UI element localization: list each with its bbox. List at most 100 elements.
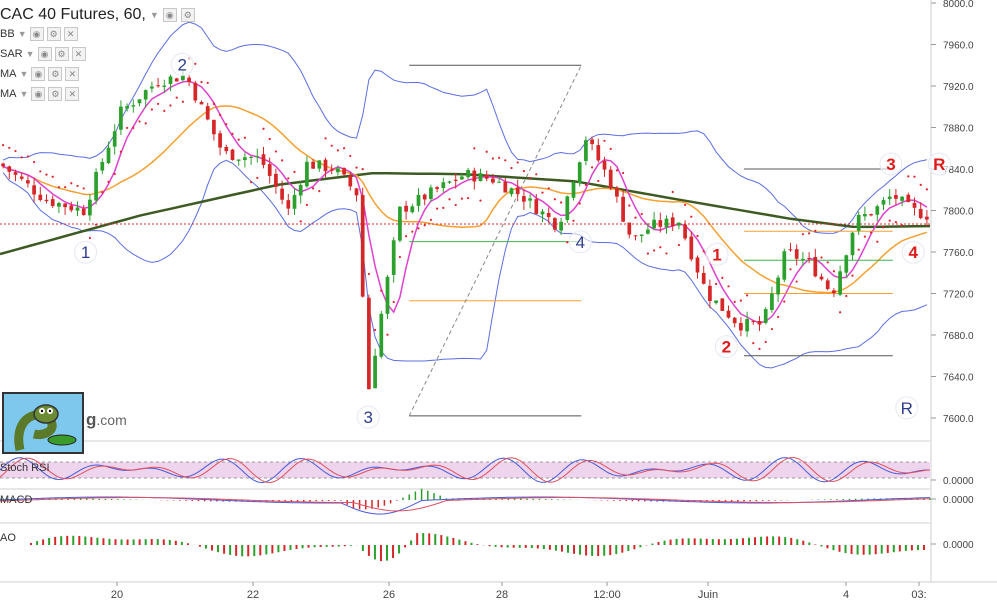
- eye-icon[interactable]: ◉: [29, 27, 44, 41]
- chevron-down-icon[interactable]: ▼: [19, 69, 29, 79]
- candle: [627, 222, 632, 239]
- sar-dot: [39, 170, 42, 173]
- candle: [856, 211, 861, 235]
- sar-dot: [584, 183, 588, 187]
- wave-label-circle: [170, 52, 194, 76]
- candle: [887, 189, 892, 206]
- candle: [639, 234, 644, 243]
- candle-body: [844, 255, 849, 273]
- macd-signal-line: [0, 497, 931, 512]
- indicator-row-ma[interactable]: MA ▼ ◉ ⚙ ✕: [0, 64, 195, 84]
- candle-body: [689, 236, 694, 260]
- candle-body: [900, 196, 904, 201]
- x-tick-label: 12:00: [593, 589, 621, 601]
- candle-body: [416, 194, 421, 206]
- candle-body: [639, 234, 644, 237]
- candle-body: [503, 181, 508, 193]
- candle-body: [701, 272, 706, 284]
- symbol-title-row[interactable]: CAC 40 Futures, 60, ▼ ◉ ⚙: [0, 6, 195, 24]
- candle-body: [354, 188, 359, 196]
- candle: [683, 220, 687, 241]
- candle: [218, 130, 222, 156]
- sar-dot: [510, 166, 513, 170]
- candle-body: [633, 235, 638, 237]
- gear-icon[interactable]: ⚙: [48, 67, 63, 81]
- candle: [385, 274, 390, 320]
- candle-body: [119, 106, 123, 130]
- candle-body: [646, 229, 650, 234]
- gear-icon[interactable]: ⚙: [54, 47, 69, 61]
- candle-body: [912, 202, 917, 208]
- candle-body: [770, 293, 774, 310]
- candle-body: [267, 164, 272, 176]
- wave-label-text: 1: [712, 245, 721, 264]
- chevron-down-icon[interactable]: ▼: [17, 29, 27, 39]
- candle: [298, 181, 303, 204]
- sar-dot: [33, 160, 36, 164]
- eye-icon[interactable]: ◉: [162, 8, 177, 22]
- sar-dot: [429, 218, 432, 221]
- candle: [230, 148, 235, 161]
- sar-dot: [479, 199, 482, 202]
- candle-body: [32, 185, 36, 195]
- candle: [863, 206, 867, 221]
- sar-dot: [758, 347, 761, 350]
- gear-icon[interactable]: ⚙: [48, 87, 63, 101]
- macd-label: MACD: [0, 494, 33, 506]
- sar-dot: [907, 175, 910, 178]
- indicator-row-sar[interactable]: SAR ▼ ◉ ⚙ ✕: [0, 44, 195, 64]
- chevron-down-icon[interactable]: ▼: [19, 89, 29, 99]
- eye-icon[interactable]: ◉: [31, 87, 46, 101]
- gear-icon[interactable]: ⚙: [180, 8, 195, 22]
- candle: [137, 99, 142, 107]
- indicator-row-bb[interactable]: BB ▼ ◉ ⚙ ✕: [0, 24, 195, 44]
- indicator-row-ma-2[interactable]: MA ▼ ◉ ⚙ ✕: [0, 84, 195, 104]
- candle: [714, 300, 718, 305]
- candle-body: [714, 300, 718, 304]
- sar-dot: [343, 147, 346, 150]
- close-icon[interactable]: ✕: [65, 87, 80, 101]
- chevron-down-icon[interactable]: ▼: [25, 49, 35, 59]
- candle-body: [453, 179, 458, 181]
- close-icon[interactable]: ✕: [63, 27, 78, 41]
- y-tick-label: 7640.0: [943, 373, 974, 384]
- candle: [243, 152, 247, 168]
- candle-body: [26, 180, 30, 184]
- sar-dot: [144, 122, 147, 125]
- wave-label-blue: 2: [170, 52, 194, 76]
- candle-body: [838, 271, 842, 295]
- candle-body: [410, 206, 415, 213]
- sar-dot: [783, 300, 786, 303]
- stoch-rsi-label: Stoch RSI: [0, 462, 50, 474]
- candle-body: [435, 187, 439, 190]
- sar-dot: [374, 328, 377, 332]
- candle-body: [311, 161, 315, 169]
- sar-dot: [330, 144, 333, 147]
- candle-body: [373, 355, 377, 389]
- candle-body: [751, 321, 756, 323]
- candle: [44, 194, 49, 204]
- sar-dot: [814, 229, 817, 232]
- candle-body: [88, 199, 92, 216]
- eye-icon[interactable]: ◉: [37, 47, 52, 61]
- sar-dot: [578, 202, 581, 205]
- chevron-down-icon[interactable]: ▼: [149, 10, 159, 20]
- y-tick-label: 7960.0: [943, 41, 974, 52]
- eye-icon[interactable]: ◉: [31, 67, 46, 81]
- candle: [342, 167, 346, 176]
- wave-label-circle: [568, 230, 592, 254]
- close-icon[interactable]: ✕: [71, 47, 86, 61]
- gear-icon[interactable]: ⚙: [46, 27, 61, 41]
- candle-body: [81, 208, 86, 216]
- candle: [770, 286, 774, 313]
- candle: [732, 316, 737, 328]
- close-icon[interactable]: ✕: [65, 67, 80, 81]
- sar-dot: [423, 224, 426, 227]
- candle-body: [342, 168, 346, 175]
- sar-dot: [913, 175, 916, 178]
- sar-dot: [826, 261, 829, 264]
- candle: [652, 211, 656, 231]
- candle-body: [801, 258, 805, 260]
- sar-dot: [516, 161, 519, 164]
